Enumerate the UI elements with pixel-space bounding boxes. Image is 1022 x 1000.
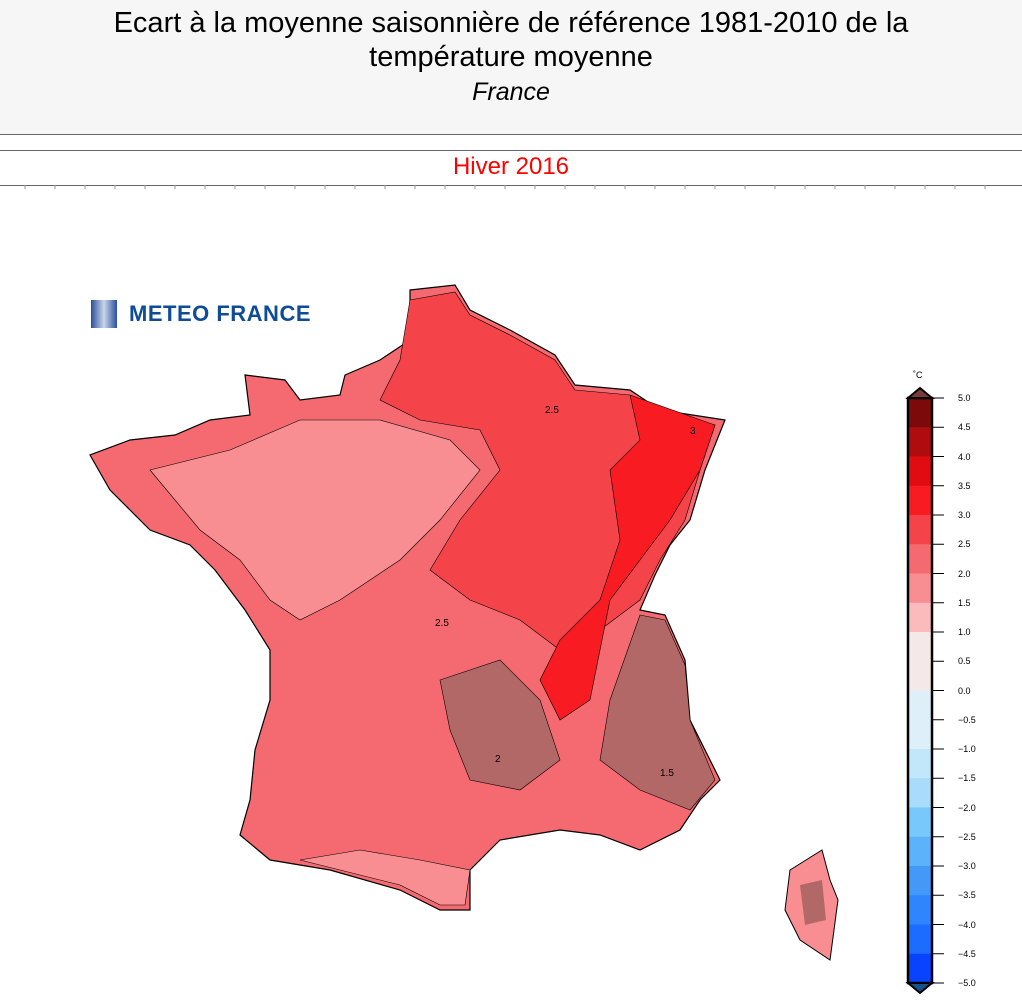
warm-zone-east [539,394,716,721]
colorbar-label: 2.0 [958,568,971,579]
colorbar [905,386,944,995]
france-mainland [89,284,726,911]
colorbar-bin [908,924,932,955]
meteo-france-logo: METEO FRANCE [91,300,311,328]
colorbar-bin [908,398,932,428]
period-label: Hiver 2016 [0,150,1022,186]
colorbar-unit: ˚C [913,370,923,380]
colorbar-bin [908,544,932,574]
axis-ticks [24,185,986,189]
colorbar-bin [908,485,932,516]
colorbar-bin [908,515,932,545]
contour-label: 2.5 [545,405,559,416]
colorbar-label: −5.0 [958,978,976,988]
colorbar-bin [908,895,932,925]
colorbar-label: 5.0 [958,393,971,403]
colorbar-label: −0.5 [958,714,976,725]
colorbar-min-arrow [905,982,935,995]
colorbar-bin [908,836,932,867]
colorbar-bin [908,456,932,487]
colorbar-bin [908,778,932,808]
colorbar-label: 0.5 [958,656,971,667]
colorbar-bin [908,690,932,721]
colorbar-label: 1.0 [958,627,971,637]
colorbar-bin [908,573,932,604]
colorbar-label: 1.5 [958,597,971,608]
colorbar-label: 0.0 [958,685,971,696]
colorbar-label: −3.0 [958,861,976,871]
colorbar-label: −2.5 [958,831,976,842]
colorbar-label: −4.0 [958,919,976,930]
colorbar-label: −3.5 [958,890,976,901]
colorbar-bin [908,427,932,457]
corsica-relief [800,880,826,925]
colorbar-bin [908,632,932,662]
colorbar-label: 4.0 [958,451,971,462]
contour-label: 2 [495,754,501,765]
colorbar-label: 2.5 [958,539,971,550]
colorbar-label: 3.0 [958,510,971,520]
page-title: Ecart à la moyenne saisonnière de référe… [113,7,909,73]
header: Ecart à la moyenne saisonnière de référe… [0,0,1022,135]
contour-label: 1.5 [660,768,674,779]
colorbar-label: −4.5 [958,948,976,959]
colorbar-label: −2.0 [958,802,976,813]
pyrenees-zone [299,849,471,906]
colorbar-bin [908,602,932,633]
region-subtitle: France [472,78,550,106]
contour-label: 2.5 [435,618,449,629]
contour-label: 3 [690,426,696,437]
colorbar-bin [908,719,932,750]
colorbar-bin [908,749,932,779]
logo-icon [91,300,117,328]
colorbar-bin [908,866,932,896]
colorbar-label: −1.0 [958,744,976,754]
colorbar-label: 3.5 [958,480,971,491]
colorbar-label: 4.5 [958,422,971,433]
colorbar-bin [908,953,932,984]
colorbar-bin [908,661,932,691]
colorbar-bin [908,807,932,838]
mountain-zone-massif-central [439,659,561,791]
colorbar-label: −1.5 [958,773,976,784]
colorbar-max-arrow [905,386,935,399]
logo-text: METEO FRANCE [129,301,311,326]
mountain-zone-alps [599,614,716,811]
cool-zone-west [149,419,481,621]
